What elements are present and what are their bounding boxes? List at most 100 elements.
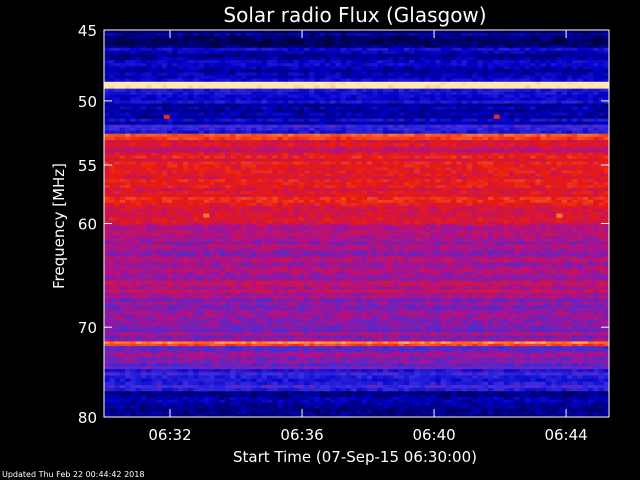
spectrogram-cell — [435, 143, 442, 147]
spectrogram-cell — [372, 185, 378, 189]
spectrogram-cell — [414, 85, 421, 90]
spectrogram-cell — [230, 133, 236, 138]
spectrogram-cell — [188, 32, 194, 37]
spectrogram-cell — [519, 91, 526, 96]
spectrogram-cell — [135, 164, 142, 168]
spectrogram-cell — [472, 91, 478, 96]
spectrogram-cell — [335, 146, 342, 150]
spectrogram-cell — [551, 30, 557, 34]
spectrogram-cell — [530, 53, 536, 58]
spectrogram-cell — [424, 121, 431, 126]
spectrogram-cell — [445, 146, 452, 150]
spectrogram-cell — [472, 100, 478, 104]
spectrogram-cell — [167, 38, 173, 43]
spectrogram-cell — [267, 173, 273, 177]
spectrogram-cell — [435, 124, 442, 129]
spectrogram-cell — [514, 63, 520, 67]
spectrogram-cell — [435, 69, 442, 73]
spectrogram-cell — [524, 124, 531, 129]
spectrogram-cell — [540, 44, 547, 49]
spectrogram-cell — [551, 161, 557, 165]
spectrogram-cell — [461, 63, 468, 67]
spectrogram-cell — [498, 179, 505, 183]
spectrogram-cell — [419, 106, 426, 110]
spectrogram-cell — [314, 158, 321, 162]
spectrogram-cell — [540, 69, 547, 73]
spectrogram-cell — [382, 41, 389, 46]
spectrogram-cell — [119, 88, 126, 93]
spectrogram-cell — [524, 94, 531, 98]
spectrogram-cell — [272, 149, 278, 154]
spectrogram-cell — [119, 158, 126, 162]
spectrogram-cell — [324, 100, 331, 104]
spectrogram-cell — [351, 66, 357, 70]
spectrogram-cell — [298, 179, 305, 183]
spectrogram-cell — [445, 56, 452, 61]
spectrogram-cell — [130, 75, 136, 80]
spectrogram-cell — [151, 72, 157, 76]
spectrogram-cell — [219, 32, 226, 37]
spectrogram-cell — [167, 164, 173, 168]
spectrogram-cell — [288, 30, 294, 34]
spectrogram-cell — [598, 78, 605, 83]
spectrogram-cell — [156, 30, 163, 34]
spectrogram-cell — [472, 143, 478, 147]
spectrogram-cell — [109, 109, 115, 113]
spectrogram-cell — [125, 60, 131, 64]
spectrogram-cell — [430, 143, 436, 147]
spectrogram-cell — [172, 185, 179, 189]
spectrogram-cell — [572, 161, 578, 165]
spectrogram-cell — [267, 152, 273, 156]
spectrogram-cell — [582, 56, 589, 61]
spectrogram-cell — [303, 32, 310, 37]
spectrogram-cell — [330, 164, 336, 168]
spectrogram-cell — [524, 118, 531, 123]
spectrogram-cell — [172, 100, 179, 104]
spectrogram-cell — [219, 88, 226, 93]
spectrogram-cell — [582, 155, 589, 159]
spectrogram-cell — [198, 94, 205, 98]
spectrogram-cell — [419, 100, 426, 104]
spectrogram-cell — [382, 63, 389, 67]
spectrogram-cell — [519, 179, 526, 183]
spectrogram-cell — [330, 152, 336, 156]
spectrogram-cell — [424, 118, 431, 123]
spectrogram-cell — [219, 85, 226, 90]
spectrogram-cell — [193, 53, 200, 58]
spectrogram-cell — [188, 56, 194, 61]
spectrogram-cell — [177, 63, 184, 67]
spectrogram-cell — [193, 106, 200, 110]
spectrogram-cell — [156, 85, 163, 90]
spectrogram-cell — [598, 158, 605, 162]
spectrogram-cell — [545, 100, 552, 104]
spectrogram-cell — [451, 72, 457, 76]
spectrogram-cell — [472, 140, 478, 144]
spectrogram-cell — [267, 176, 273, 180]
spectrogram-cell — [351, 72, 357, 76]
spectrogram-cell — [556, 106, 563, 110]
spectrogram-cell — [466, 164, 473, 168]
spectrogram-cell — [146, 152, 152, 156]
spectrogram-cell — [130, 133, 136, 138]
spectrogram-cell — [224, 56, 231, 61]
spectrogram-cell — [309, 164, 315, 168]
spectrogram-cell — [303, 121, 310, 126]
spectrogram-cell — [177, 173, 184, 177]
spectrogram-cell — [577, 127, 584, 132]
spectrogram-cell — [330, 176, 336, 180]
spectrogram-cell — [182, 66, 189, 70]
spectrogram-cell — [356, 106, 363, 110]
spectrogram-cell — [456, 88, 463, 93]
spectrogram-cell — [435, 179, 442, 183]
spectrogram-cell — [309, 127, 315, 132]
spectrogram-cell — [566, 53, 573, 58]
spectrogram-cell — [372, 161, 378, 165]
spectrogram-cell — [193, 109, 200, 113]
spectrogram-cell — [309, 100, 315, 104]
spectrogram-cell — [561, 185, 568, 189]
spectrogram-cell — [524, 158, 531, 162]
spectrogram-cell — [593, 112, 599, 117]
spectrogram-band — [104, 30, 610, 49]
spectrogram-cell — [267, 179, 273, 183]
spectrogram-cell — [561, 170, 568, 174]
